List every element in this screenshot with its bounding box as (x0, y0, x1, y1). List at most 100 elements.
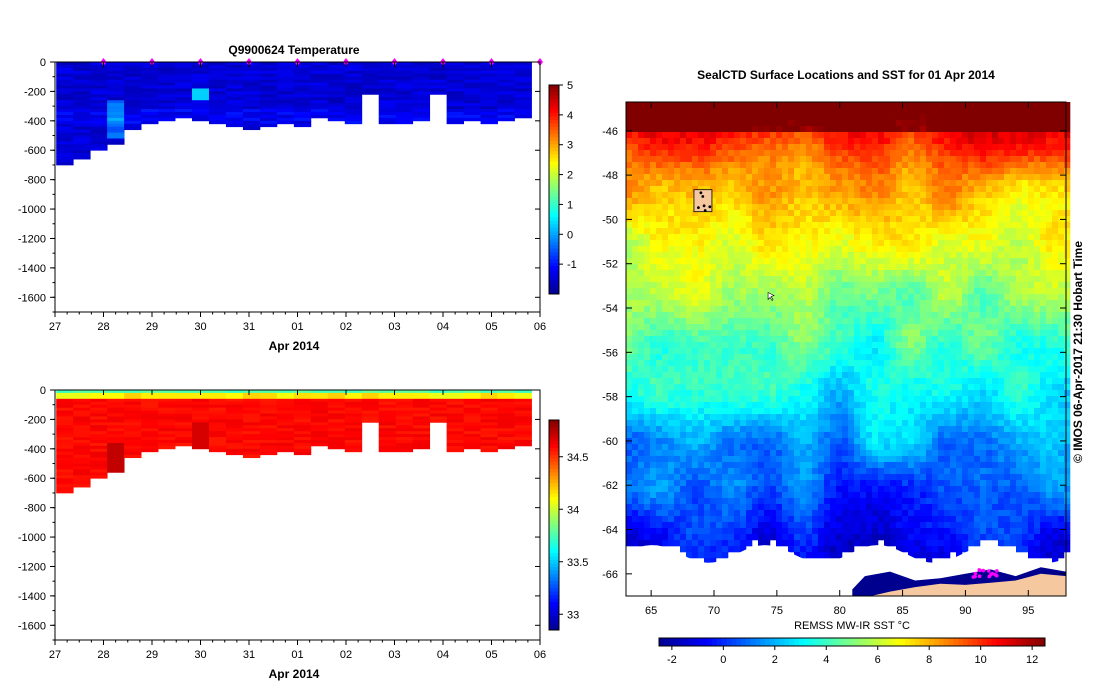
salinity-cell (514, 422, 532, 426)
sst-cell (716, 282, 723, 289)
sst-cell (746, 366, 753, 373)
sst-cell (848, 120, 855, 127)
sst-cell (812, 186, 819, 193)
sst-cell (950, 222, 957, 229)
sst-cell (788, 294, 795, 301)
sst-cell (626, 234, 633, 241)
sst-cell (824, 114, 831, 121)
sst-cell (776, 102, 783, 109)
sst-cell (920, 252, 927, 259)
salinity-cell (124, 448, 142, 453)
sst-cell (902, 144, 909, 151)
temperature-cell (90, 138, 108, 142)
sst-cell (1058, 204, 1065, 211)
sst-cell (752, 240, 759, 247)
sst-cell (1058, 102, 1065, 109)
temperature-cell (378, 120, 397, 125)
sst-cell (854, 312, 861, 319)
sst-cell (788, 156, 795, 163)
sst-cell (842, 192, 849, 199)
salinity-cell (208, 431, 227, 435)
sst-cell (680, 318, 687, 325)
sst-cell (890, 204, 897, 211)
temperature-cell (107, 64, 125, 69)
temperature-cell (242, 100, 261, 104)
sst-cell (1064, 336, 1071, 343)
temperature-cell (141, 76, 159, 81)
sst-cell (812, 228, 819, 235)
sst-cell (854, 162, 861, 169)
sst-cell (974, 102, 981, 109)
sst-cell (638, 360, 645, 367)
sst-cell (842, 336, 849, 343)
sst-cell (872, 294, 879, 301)
sst-cell (890, 246, 897, 253)
sst-cell (1064, 348, 1071, 355)
sst-cell (842, 108, 849, 115)
sst-cell (926, 342, 933, 349)
sst-cell (716, 186, 723, 193)
sst-cell (824, 330, 831, 337)
salinity-x-tick-label: 29 (146, 649, 158, 661)
sst-cell (764, 162, 771, 169)
temperature-cell (276, 94, 295, 98)
sst-cell (704, 126, 711, 133)
temperature-cell (361, 79, 380, 83)
sst-cell (650, 180, 657, 187)
temperature-cell (497, 91, 515, 95)
sst-cell (752, 174, 759, 181)
sst-cell (758, 294, 765, 301)
sst-cell (692, 240, 699, 247)
sst-cell (746, 282, 753, 289)
sst-cell (728, 210, 735, 217)
sst-cell (830, 204, 837, 211)
sst-cell (764, 138, 771, 145)
sst-cell (1064, 138, 1071, 145)
temperature-cell (412, 73, 431, 78)
sst-cell (638, 222, 645, 229)
sst-cell (638, 138, 645, 145)
salinity-cell (412, 437, 431, 441)
sst-cell (1022, 222, 1029, 229)
sst-cell (1022, 204, 1029, 211)
sst-cell (1040, 288, 1047, 295)
sst-cell (872, 126, 879, 133)
temperature-cell (395, 73, 414, 78)
sst-cell (806, 354, 813, 361)
sst-cell (686, 198, 693, 205)
sst-cell (866, 330, 873, 337)
salinity-cell (344, 428, 363, 432)
sst-cell (1016, 240, 1023, 247)
sst-cell (710, 150, 717, 157)
sst-cell (800, 192, 807, 199)
sst-cell (710, 258, 717, 265)
temperature-cell (208, 79, 227, 83)
temperature-cell (158, 67, 176, 72)
sst-cell (974, 156, 981, 163)
sst-cell (1022, 354, 1029, 361)
sst-cell (980, 192, 987, 199)
sst-cell (956, 258, 963, 265)
sst-cell (746, 258, 753, 265)
sst-cell (698, 186, 705, 193)
sst-cell (710, 360, 717, 367)
temperature-cell (56, 79, 74, 83)
sst-cell (908, 198, 915, 205)
sst-cell (950, 318, 957, 325)
sst-cell (1058, 234, 1065, 241)
sst-cell (974, 360, 981, 367)
sst-cell (674, 282, 681, 289)
temperature-cell (225, 79, 244, 83)
sst-cell (848, 108, 855, 115)
salinity-cell (514, 407, 532, 411)
sst-cell (908, 162, 915, 169)
sst-cell (722, 198, 729, 205)
sst-cell (1052, 270, 1059, 277)
salinity-cell (293, 398, 312, 403)
sst-cell (992, 330, 999, 337)
sst-cell (800, 348, 807, 355)
sst-cell (800, 330, 807, 337)
temperature-cell (327, 64, 346, 69)
sst-cell (1010, 306, 1017, 313)
temperature-cell (124, 91, 142, 95)
